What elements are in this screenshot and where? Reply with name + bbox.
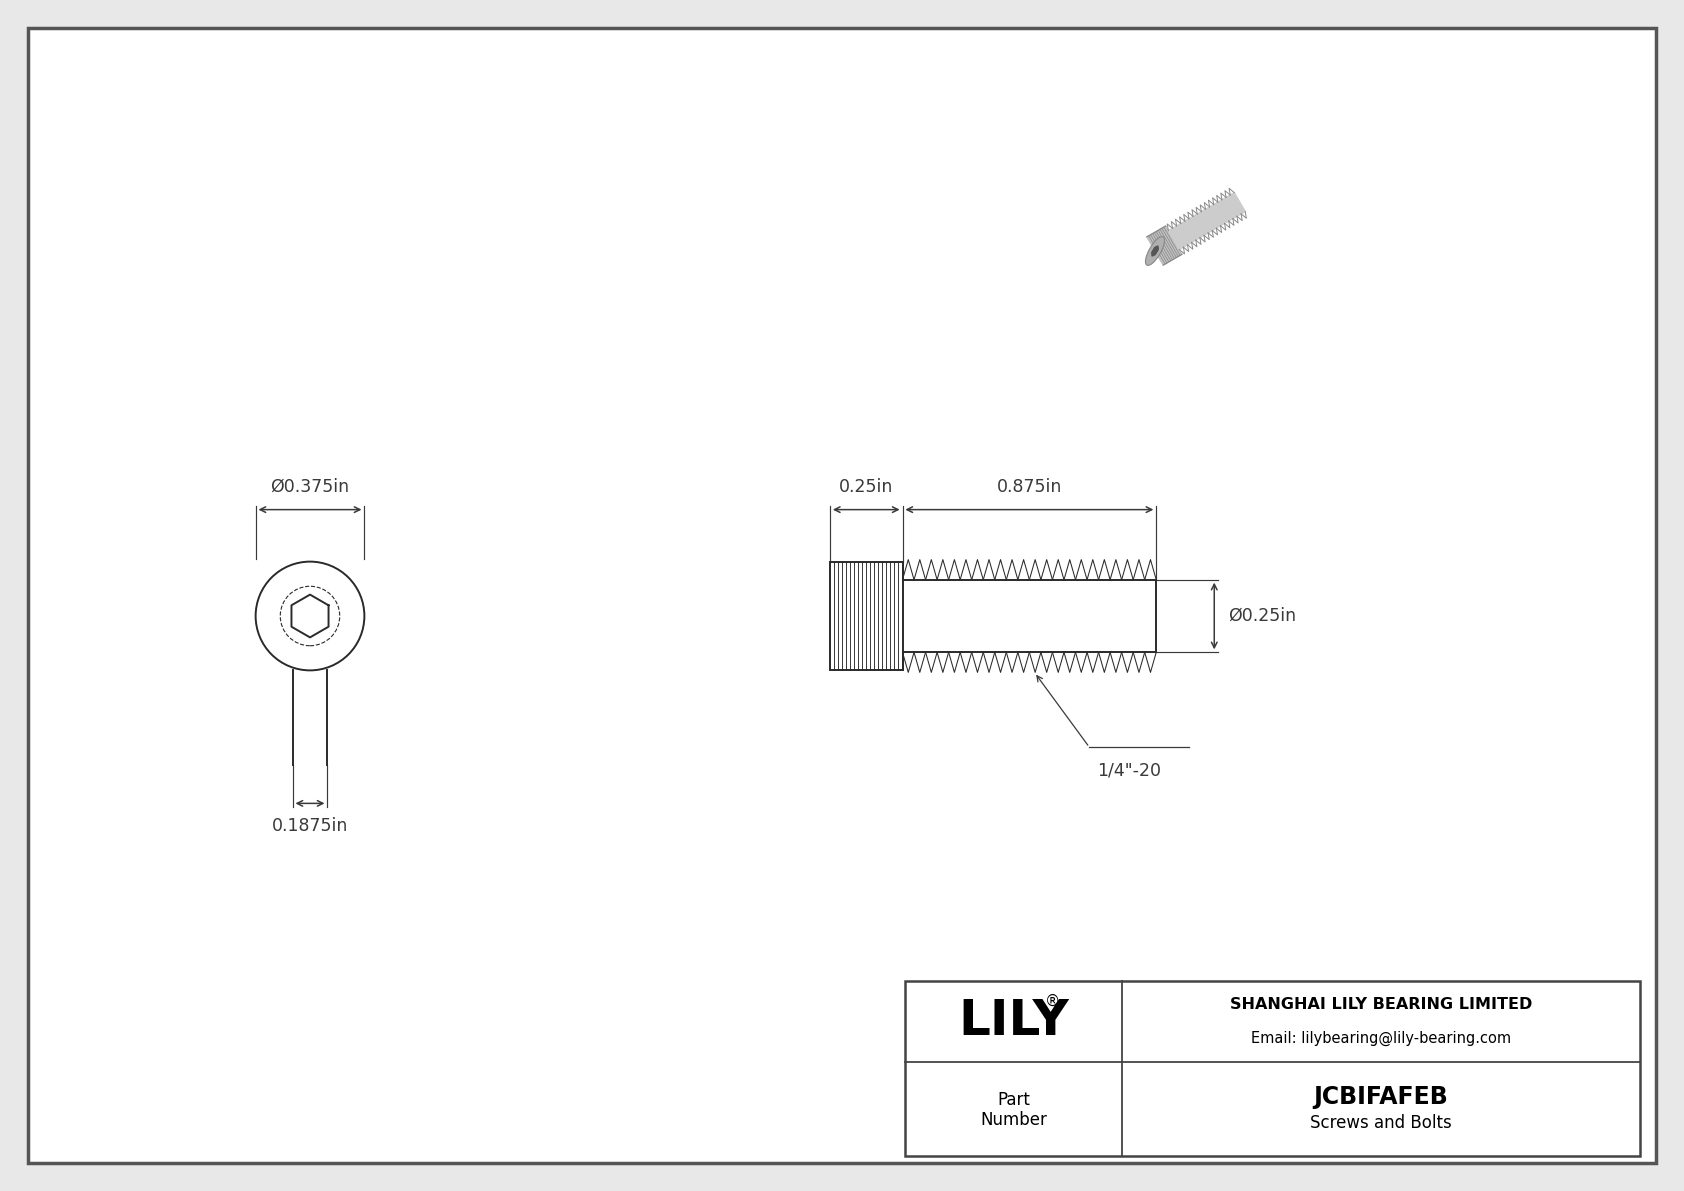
Text: 0.25in: 0.25in [839,478,894,495]
Text: LILY: LILY [958,997,1069,1046]
Text: Ø0.375in: Ø0.375in [271,478,350,495]
Text: 1/4"-20: 1/4"-20 [1098,761,1162,779]
Text: 0.1875in: 0.1875in [271,817,349,835]
Text: 0.875in: 0.875in [997,478,1063,495]
Text: SHANGHAI LILY BEARING LIMITED: SHANGHAI LILY BEARING LIMITED [1229,997,1532,1011]
Text: ®: ® [1044,993,1059,1009]
Text: JCBIFAFEB: JCBIFAFEB [1314,1085,1448,1109]
Text: Number: Number [980,1111,1047,1129]
Polygon shape [1147,226,1182,266]
Polygon shape [1152,245,1159,256]
Ellipse shape [1145,237,1165,266]
Text: Part: Part [997,1091,1031,1109]
Ellipse shape [256,562,364,671]
Text: Screws and Bolts: Screws and Bolts [1310,1114,1452,1131]
Polygon shape [1169,193,1244,250]
Text: Ø0.25in: Ø0.25in [1228,607,1297,625]
Text: Email: lilybearing@lily-bearing.com: Email: lilybearing@lily-bearing.com [1251,1030,1511,1046]
Bar [904,981,1640,1156]
Bar [830,562,903,671]
